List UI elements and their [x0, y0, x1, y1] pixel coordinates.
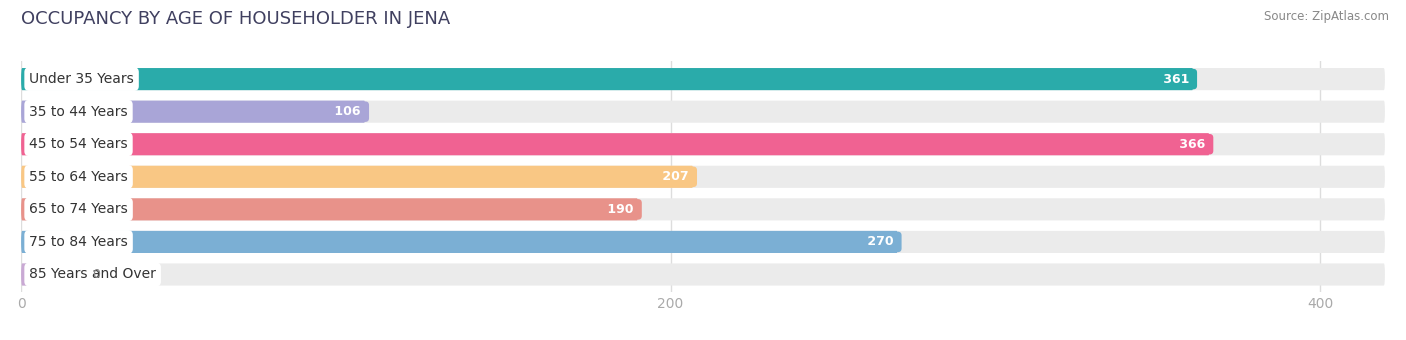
FancyBboxPatch shape [21, 198, 1385, 220]
FancyBboxPatch shape [21, 166, 693, 188]
Text: 207: 207 [658, 170, 693, 183]
Text: 65 to 74 Years: 65 to 74 Years [30, 202, 128, 216]
Text: 361: 361 [1159, 73, 1194, 86]
Text: 366: 366 [1175, 138, 1209, 151]
Text: 85 Years and Over: 85 Years and Over [30, 268, 156, 282]
FancyBboxPatch shape [21, 101, 1385, 123]
FancyBboxPatch shape [21, 231, 898, 253]
FancyBboxPatch shape [21, 133, 1209, 155]
FancyBboxPatch shape [21, 166, 1385, 188]
FancyBboxPatch shape [21, 231, 1385, 253]
FancyBboxPatch shape [21, 68, 1194, 90]
FancyBboxPatch shape [21, 101, 366, 123]
Text: Source: ZipAtlas.com: Source: ZipAtlas.com [1264, 10, 1389, 23]
Text: Under 35 Years: Under 35 Years [30, 72, 134, 86]
FancyBboxPatch shape [21, 68, 1385, 90]
FancyBboxPatch shape [21, 133, 1385, 155]
FancyBboxPatch shape [21, 264, 1385, 286]
Text: 190: 190 [603, 203, 638, 216]
Text: OCCUPANCY BY AGE OF HOUSEHOLDER IN JENA: OCCUPANCY BY AGE OF HOUSEHOLDER IN JENA [21, 10, 450, 28]
FancyBboxPatch shape [21, 198, 638, 220]
Text: 270: 270 [863, 235, 898, 249]
Text: 0: 0 [93, 268, 100, 281]
Text: 45 to 54 Years: 45 to 54 Years [30, 137, 128, 151]
Text: 106: 106 [330, 105, 366, 118]
Text: 35 to 44 Years: 35 to 44 Years [30, 105, 128, 119]
FancyBboxPatch shape [21, 264, 80, 286]
Text: 55 to 64 Years: 55 to 64 Years [30, 170, 128, 184]
Text: 75 to 84 Years: 75 to 84 Years [30, 235, 128, 249]
